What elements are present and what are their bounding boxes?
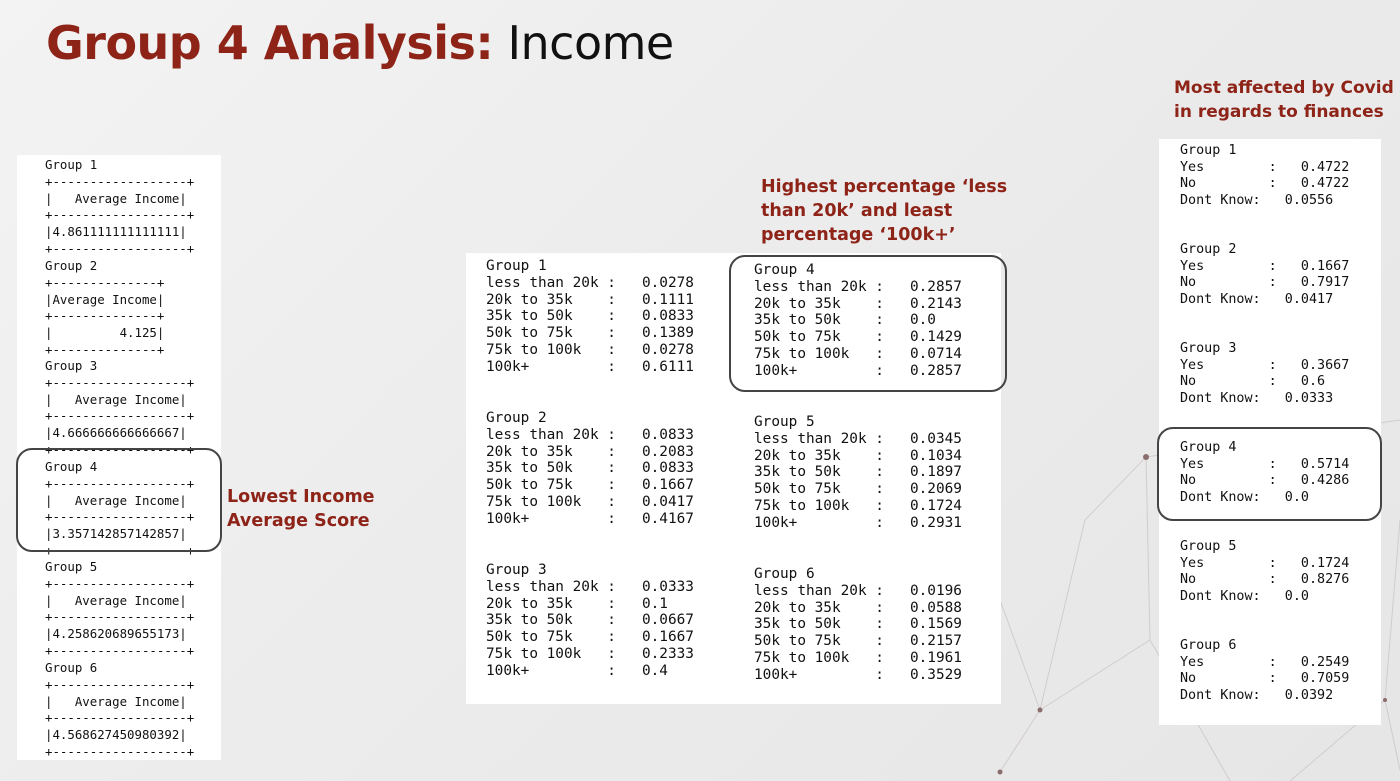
highest-callout-line-1: Highest percentage ‘less	[761, 177, 1008, 197]
covid-group-2: Group 2 Yes : 0.1667 No : 0.7917 Dont Kn…	[1180, 242, 1350, 307]
highest-percentage-callout: Highest percentage ‘less than 20k’ and l…	[761, 175, 1007, 247]
group-4-average-highlight	[16, 448, 222, 552]
covid-group-1: Group 1 Yes : 0.4722 No : 0.4722 Dont Kn…	[1180, 143, 1350, 208]
average-income-panel: Group 1 +------------------+ | Average I…	[17, 155, 221, 760]
covid-impact-panel: Group 1 Yes : 0.4722 No : 0.4722 Dont Kn…	[1159, 139, 1381, 725]
brackets-group-1: Group 1 less than 20k : 0.0278 20k to 35…	[486, 258, 694, 375]
covid-group-3: Group 3 Yes : 0.3667 No : 0.6 Dont Know:…	[1180, 341, 1350, 406]
avg-income-group-4: Group 4 +------------------+ | Average I…	[45, 459, 195, 558]
income-brackets-panel: Group 1 less than 20k : 0.0278 20k to 35…	[466, 253, 1001, 704]
avg-income-group-3: Group 3 +------------------+ | Average I…	[45, 358, 195, 457]
brackets-group-3: Group 3 less than 20k : 0.0333 20k to 35…	[486, 562, 694, 679]
covid-group-6: Group 6 Yes : 0.2549 No : 0.7059 Dont Kn…	[1180, 638, 1350, 703]
brackets-group-6: Group 6 less than 20k : 0.0196 20k to 35…	[754, 566, 962, 683]
title-rest: Income	[493, 16, 674, 70]
brackets-group-4: Group 4 less than 20k : 0.2857 20k to 35…	[754, 262, 962, 379]
lowest-income-callout: Lowest Income Average Score	[227, 485, 375, 533]
covid-callout-line-1: Most affected by Covid	[1174, 78, 1394, 98]
covid-group-5: Group 5 Yes : 0.1724 No : 0.8276 Dont Kn…	[1180, 539, 1350, 604]
lowest-callout-line-1: Lowest Income	[227, 487, 375, 507]
brackets-group-2: Group 2 less than 20k : 0.0833 20k to 35…	[486, 410, 694, 527]
slide-title: Group 4 Analysis: Income	[46, 14, 674, 72]
group-4-covid-highlight	[1157, 427, 1382, 521]
avg-income-group-6: Group 6 +------------------+ | Average I…	[45, 660, 195, 759]
highest-callout-line-3: percentage ‘100k+’	[761, 225, 956, 245]
avg-income-group-1: Group 1 +------------------+ | Average I…	[45, 157, 195, 256]
avg-income-group-2: Group 2 +--------------+ |Average Income…	[45, 258, 165, 357]
lowest-callout-line-2: Average Score	[227, 511, 370, 531]
covid-callout-line-2: in regards to finances	[1174, 102, 1384, 122]
group-4-brackets-highlight	[729, 255, 1007, 392]
avg-income-group-5: Group 5 +------------------+ | Average I…	[45, 559, 195, 658]
brackets-group-5: Group 5 less than 20k : 0.0345 20k to 35…	[754, 414, 962, 531]
covid-group-4: Group 4 Yes : 0.5714 No : 0.4286 Dont Kn…	[1180, 440, 1350, 505]
title-accent: Group 4 Analysis:	[46, 16, 494, 70]
highest-callout-line-2: than 20k’ and least	[761, 201, 953, 221]
covid-callout: Most affected by Covid in regards to fin…	[1174, 76, 1394, 124]
